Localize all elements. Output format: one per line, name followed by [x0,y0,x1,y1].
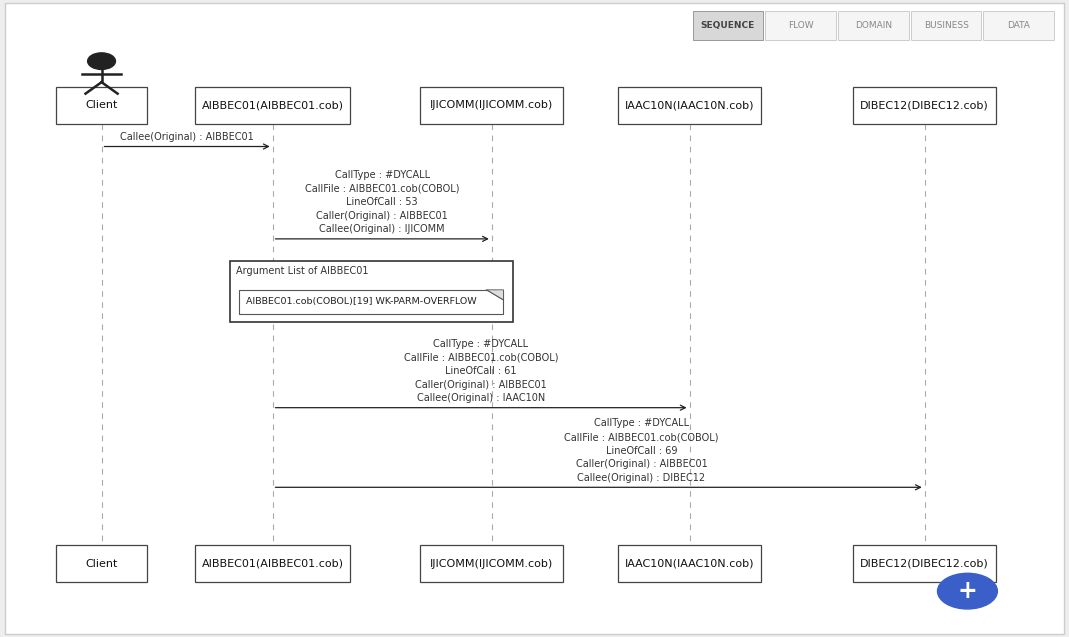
FancyBboxPatch shape [420,545,563,582]
Text: +: + [958,579,977,603]
Text: Client: Client [86,100,118,110]
Text: Callee(Original) : AIBBEC01: Callee(Original) : AIBBEC01 [120,132,254,142]
FancyBboxPatch shape [195,87,351,124]
Text: CallType : #DYCALL
CallFile : AIBBEC01.cob(COBOL)
LineOfCall : 69
Caller(Origina: CallType : #DYCALL CallFile : AIBBEC01.c… [564,419,718,483]
FancyBboxPatch shape [56,545,148,582]
FancyBboxPatch shape [56,87,148,124]
Text: BUSINESS: BUSINESS [924,21,969,30]
Polygon shape [486,290,503,300]
FancyBboxPatch shape [420,87,563,124]
FancyBboxPatch shape [911,11,981,40]
Text: AIBBEC01(AIBBEC01.cob): AIBBEC01(AIBBEC01.cob) [202,559,343,569]
Text: DOMAIN: DOMAIN [855,21,892,30]
Text: AIBBEC01.cob(COBOL)[19] WK-PARM-OVERFLOW: AIBBEC01.cob(COBOL)[19] WK-PARM-OVERFLOW [246,297,477,306]
Circle shape [88,53,115,69]
FancyBboxPatch shape [618,87,761,124]
FancyBboxPatch shape [983,11,1054,40]
Text: DIBEC12(DIBEC12.cob): DIBEC12(DIBEC12.cob) [861,559,989,569]
Text: IJICOMM(IJICOMM.cob): IJICOMM(IJICOMM.cob) [430,559,554,569]
Text: SEQUENCE: SEQUENCE [701,21,755,30]
Text: DATA: DATA [1007,21,1031,30]
Text: FLOW: FLOW [788,21,814,30]
Text: IAAC10N(IAAC10N.cob): IAAC10N(IAAC10N.cob) [624,100,755,110]
FancyBboxPatch shape [618,545,761,582]
Text: Client: Client [86,559,118,569]
Text: Argument List of AIBBEC01: Argument List of AIBBEC01 [236,266,369,276]
FancyBboxPatch shape [765,11,836,40]
Circle shape [938,573,997,609]
Text: CallType : #DYCALL
CallFile : AIBBEC01.cob(COBOL)
LineOfCall : 53
Caller(Origina: CallType : #DYCALL CallFile : AIBBEC01.c… [305,170,460,234]
FancyBboxPatch shape [853,87,996,124]
FancyBboxPatch shape [853,545,996,582]
FancyBboxPatch shape [230,261,513,322]
FancyBboxPatch shape [239,290,503,314]
Text: AIBBEC01(AIBBEC01.cob): AIBBEC01(AIBBEC01.cob) [202,100,343,110]
Text: DIBEC12(DIBEC12.cob): DIBEC12(DIBEC12.cob) [861,100,989,110]
FancyBboxPatch shape [693,11,763,40]
Text: IJICOMM(IJICOMM.cob): IJICOMM(IJICOMM.cob) [430,100,554,110]
FancyBboxPatch shape [838,11,909,40]
FancyBboxPatch shape [5,3,1064,634]
Text: CallType : #DYCALL
CallFile : AIBBEC01.cob(COBOL)
LineOfCall : 61
Caller(Origina: CallType : #DYCALL CallFile : AIBBEC01.c… [404,339,558,403]
FancyBboxPatch shape [195,545,351,582]
Text: IAAC10N(IAAC10N.cob): IAAC10N(IAAC10N.cob) [624,559,755,569]
